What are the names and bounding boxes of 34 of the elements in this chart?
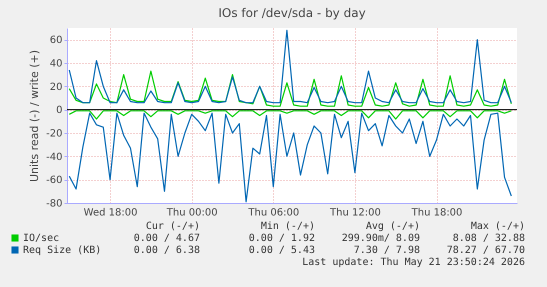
y-tick-label: -40 (46, 152, 62, 163)
y-tick-label: -60 (46, 175, 62, 186)
y-axis-title: Units read (-) / write (+) (28, 50, 42, 182)
text: Last update: Thu May 21 23:50:24 2026 (302, 257, 525, 268)
text: 78.27 / 67.70 (446, 245, 525, 256)
y-tick-label: -20 (46, 128, 62, 140)
x-tick-label: Thu 06:00 (247, 208, 300, 218)
text: 8.08 / 32.88 (452, 233, 525, 244)
line-series (68, 30, 512, 104)
legend-label: IO/sec (23, 233, 60, 244)
x-tick-label: Thu 18:00 (410, 208, 462, 218)
chart-title: IOs for /dev/sda - by day (218, 6, 366, 20)
x-tick-label: Wed 18:00 (84, 208, 138, 218)
text: 0.00 / 5.43 (248, 245, 315, 256)
y-tick-label: 0 (56, 105, 62, 116)
text: 7.30 / 7.98 (354, 245, 420, 256)
y-tick-label: 40 (50, 58, 62, 70)
text: 299.90m/ 8.09 (342, 233, 420, 244)
text: Avg (-/+) (366, 221, 420, 232)
y-tick-label: -80 (46, 198, 62, 210)
legend-label: Req Size (KB) (23, 245, 102, 256)
x-tick-label: Thu 12:00 (329, 208, 381, 218)
text: Max (-/+) (470, 221, 525, 232)
text: 0.00 / 6.38 (134, 245, 200, 256)
x-tick-label: Thu 00:00 (166, 208, 218, 218)
line-series (68, 112, 512, 202)
line-series (68, 110, 512, 120)
text: 0.00 / 4.67 (134, 233, 200, 244)
y-tick-label: 20 (50, 82, 62, 93)
text: Min (-/+) (260, 221, 315, 232)
text: Cur (-/+) (146, 221, 200, 232)
text: 0.00 / 1.92 (248, 233, 315, 244)
y-tick-label: 60 (50, 35, 62, 46)
line-series (68, 70, 512, 107)
